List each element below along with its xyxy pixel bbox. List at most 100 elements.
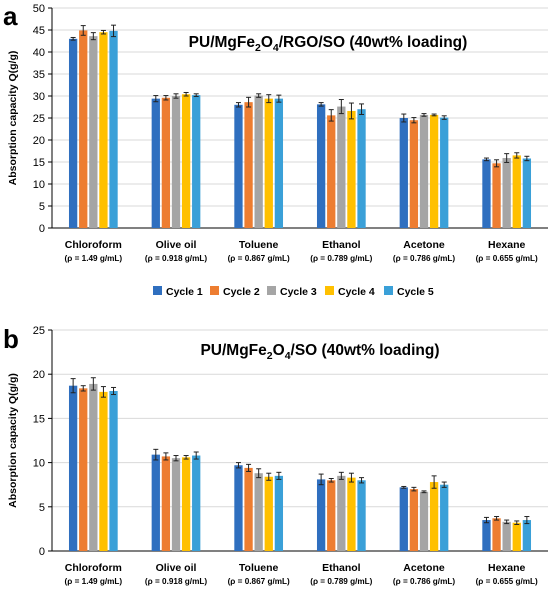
x-category-label: Toluene bbox=[239, 239, 279, 251]
legend-swatch bbox=[153, 286, 162, 295]
bar bbox=[337, 106, 346, 228]
title-part: /RGO/SO (40wt% loading) bbox=[279, 34, 468, 51]
x-category-label: Chloroform bbox=[65, 562, 122, 574]
bar bbox=[492, 163, 501, 228]
legend-swatch bbox=[267, 286, 276, 295]
title-part: /SO (40wt% loading) bbox=[291, 342, 440, 359]
x-density-label: (ρ = 0.918 g/mL) bbox=[145, 254, 207, 263]
bar bbox=[502, 521, 511, 551]
bar bbox=[492, 518, 501, 551]
x-category-label: Acetone bbox=[403, 239, 445, 251]
y-axis-label: Absorption capacity Q(g/g) bbox=[7, 51, 19, 186]
bar bbox=[357, 109, 366, 228]
x-density-label: (ρ = 0.786 g/mL) bbox=[393, 254, 455, 263]
bar bbox=[109, 30, 118, 228]
bar bbox=[68, 385, 78, 551]
bar bbox=[429, 482, 439, 551]
x-category-label: Acetone bbox=[403, 562, 445, 574]
y-tick-label: 20 bbox=[33, 135, 45, 147]
x-category-label: Olive oil bbox=[156, 239, 197, 251]
legend-entry: Cycle 3 bbox=[280, 286, 317, 298]
bar bbox=[274, 475, 284, 551]
x-category-label: Olive oil bbox=[156, 562, 197, 574]
bar bbox=[429, 114, 439, 228]
bar bbox=[171, 458, 181, 551]
bar bbox=[347, 477, 356, 551]
legend-entry: Cycle 1 bbox=[166, 286, 203, 298]
bar bbox=[399, 118, 408, 228]
bar bbox=[89, 383, 98, 551]
x-category-label: Ethanol bbox=[322, 239, 361, 251]
bar bbox=[316, 104, 326, 228]
x-density-label: (ρ = 0.867 g/mL) bbox=[228, 254, 290, 263]
title-part: O bbox=[273, 342, 285, 359]
bar bbox=[327, 115, 336, 228]
bar bbox=[79, 30, 88, 228]
x-category-label: Toluene bbox=[239, 562, 279, 574]
bar bbox=[482, 159, 491, 228]
legend-swatch bbox=[210, 286, 219, 295]
chart-title: PU/MgFe2O4/SO (40wt% loading) bbox=[200, 342, 439, 362]
x-density-label: (ρ = 1.49 g/mL) bbox=[65, 254, 123, 263]
bar bbox=[482, 520, 491, 551]
bar bbox=[440, 484, 449, 551]
title-part: O bbox=[261, 34, 273, 51]
bar bbox=[316, 479, 326, 551]
bar bbox=[522, 158, 532, 228]
legend-entry: Cycle 2 bbox=[223, 286, 260, 298]
bar bbox=[192, 455, 201, 551]
bar bbox=[264, 476, 273, 551]
x-density-label: (ρ = 0.655 g/mL) bbox=[476, 254, 538, 263]
x-category-label: Chloroform bbox=[65, 239, 122, 251]
bar bbox=[161, 97, 171, 228]
x-density-label: (ρ = 0.786 g/mL) bbox=[393, 577, 455, 586]
title-subscript: 2 bbox=[267, 350, 273, 362]
bar bbox=[254, 95, 263, 228]
legend-entry: Cycle 4 bbox=[338, 286, 375, 298]
x-density-label: (ρ = 0.867 g/mL) bbox=[228, 577, 290, 586]
bar bbox=[181, 94, 191, 229]
bar bbox=[419, 114, 429, 228]
bar bbox=[327, 480, 336, 551]
bar bbox=[234, 465, 243, 551]
bar bbox=[254, 473, 263, 551]
x-category-label: Ethanol bbox=[322, 562, 361, 574]
bar bbox=[512, 155, 521, 228]
bar bbox=[419, 491, 429, 551]
x-density-label: (ρ = 0.789 g/mL) bbox=[310, 577, 372, 586]
legend: Cycle 1 Cycle 2 Cycle 3 Cycle 4 Cycle 5 bbox=[153, 286, 434, 298]
y-tick-label: 5 bbox=[39, 502, 45, 514]
title-subscript: 2 bbox=[255, 42, 261, 54]
bar bbox=[347, 110, 356, 228]
legend-entry: Cycle 5 bbox=[397, 286, 434, 298]
bar bbox=[409, 120, 419, 228]
bar bbox=[337, 475, 346, 551]
x-density-label: (ρ = 0.789 g/mL) bbox=[310, 254, 372, 263]
bar bbox=[409, 489, 419, 551]
y-tick-label: 30 bbox=[33, 91, 45, 103]
y-tick-label: 25 bbox=[33, 113, 45, 125]
bar bbox=[274, 98, 284, 228]
x-category-label: Hexane bbox=[488, 239, 526, 251]
x-density-label: (ρ = 0.918 g/mL) bbox=[145, 577, 207, 586]
y-tick-label: 50 bbox=[33, 3, 45, 15]
bar bbox=[234, 104, 243, 228]
bar bbox=[522, 520, 532, 551]
bar bbox=[192, 95, 201, 229]
bar bbox=[399, 487, 408, 551]
x-category-label: Hexane bbox=[488, 562, 526, 574]
title-part: PU/MgFe bbox=[189, 34, 256, 51]
legend-swatch bbox=[384, 286, 393, 295]
bar bbox=[151, 454, 160, 551]
bar bbox=[109, 390, 118, 551]
bar bbox=[89, 36, 98, 228]
bar bbox=[244, 467, 253, 551]
y-tick-label: 25 bbox=[33, 325, 45, 337]
panel-letter: a bbox=[3, 1, 18, 31]
bar bbox=[244, 102, 253, 228]
chart-title: PU/MgFe2O4/RGO/SO (40wt% loading) bbox=[189, 34, 468, 54]
bar bbox=[79, 388, 88, 551]
bar bbox=[357, 480, 366, 551]
bar bbox=[181, 457, 191, 551]
